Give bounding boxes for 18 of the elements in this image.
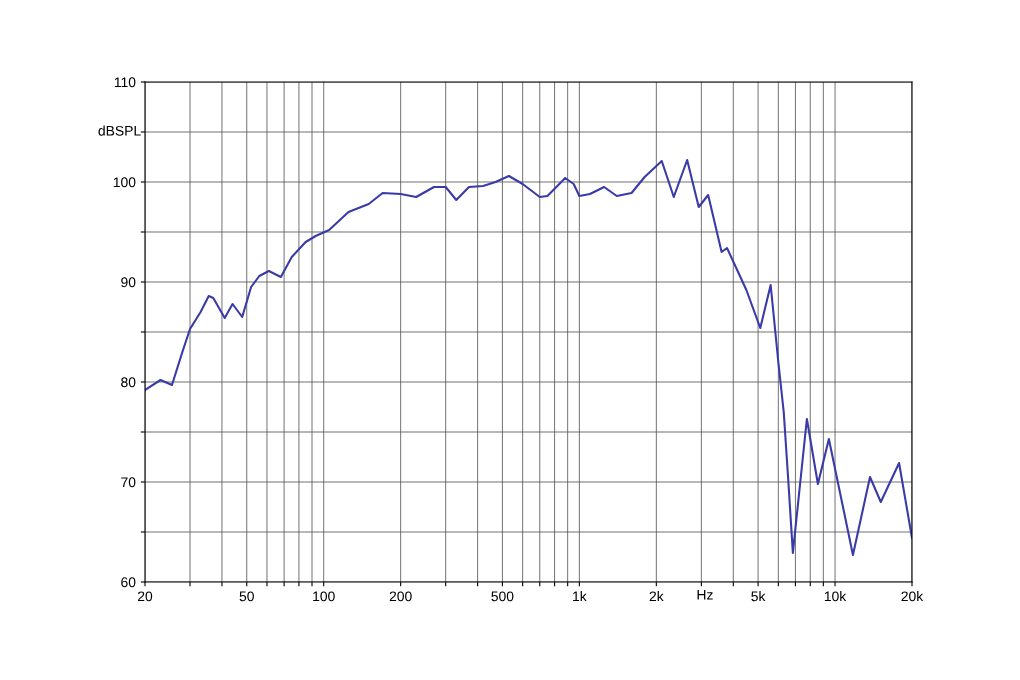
x-tick-label: 50 bbox=[239, 591, 254, 602]
x-tick-label: 1k bbox=[573, 591, 587, 602]
x-tick-label: 5k bbox=[751, 591, 766, 602]
x-tick-label: 10k bbox=[824, 591, 847, 602]
y-tick-label: 90 bbox=[121, 277, 136, 288]
y-tick-label: 100 bbox=[113, 177, 136, 188]
y-tick-label: 60 bbox=[121, 577, 136, 588]
y-tick-label: 80 bbox=[121, 377, 136, 388]
x-axis-title: Hz bbox=[697, 590, 713, 600]
y-tick-label: 70 bbox=[121, 477, 136, 488]
y-axis-title: dBSPL bbox=[98, 125, 141, 136]
x-tick-label: 500 bbox=[491, 591, 514, 602]
x-tick-label: 2k bbox=[649, 591, 664, 602]
x-tick-label: 100 bbox=[313, 591, 335, 602]
y-tick-label: 110 bbox=[114, 77, 136, 88]
x-tick-label: 200 bbox=[389, 591, 412, 602]
x-tick-label: 20k bbox=[901, 591, 924, 602]
x-tick-label: 20 bbox=[137, 591, 153, 602]
